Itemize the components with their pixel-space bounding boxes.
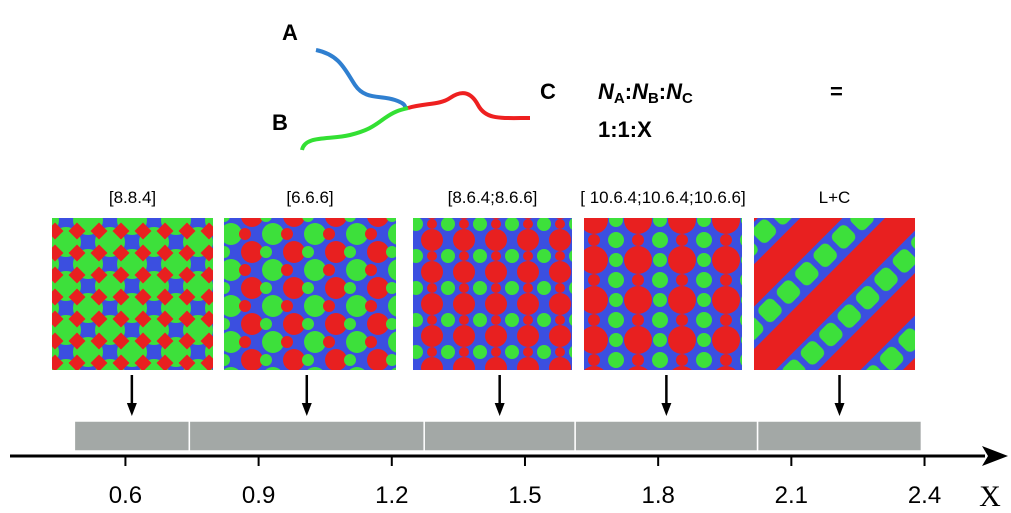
block-a xyxy=(315,48,409,110)
label-a: A xyxy=(282,20,298,45)
x-tick-label: 2.1 xyxy=(775,482,808,509)
x-tick-label: 0.6 xyxy=(109,482,142,509)
x-tick-label: 1.8 xyxy=(641,482,674,509)
axis-arrow xyxy=(982,446,1008,466)
equals: = xyxy=(830,79,843,104)
sym: N xyxy=(666,79,683,104)
composition: 1:1:X xyxy=(598,117,652,142)
arrow-head xyxy=(126,403,137,416)
morphology-panel xyxy=(224,218,396,370)
sep: : xyxy=(625,79,632,104)
label-b: B xyxy=(272,110,288,135)
arrow-head xyxy=(494,403,505,416)
morphology-panel xyxy=(413,218,572,370)
block-c xyxy=(407,91,531,121)
panel-label: [ 10.6.4;10.6.4;10.6.6] xyxy=(580,188,745,207)
arrow-head xyxy=(661,403,672,416)
panel-label: [8.6.4;8.6.6] xyxy=(448,188,538,207)
sub: A xyxy=(614,90,625,107)
x-tick-label: 2.4 xyxy=(908,482,941,509)
morphology-panel xyxy=(754,218,915,370)
x-tick-label: 1.5 xyxy=(508,482,541,509)
ratio-formula: NA:NB:NC xyxy=(598,79,693,107)
phase-range xyxy=(756,420,923,452)
block-b xyxy=(300,106,409,151)
label-c: C xyxy=(540,79,556,104)
morphology-panel xyxy=(52,218,213,370)
sym: N xyxy=(632,79,649,104)
phase-range xyxy=(423,420,576,452)
sub: B xyxy=(648,90,659,107)
axis-label: X xyxy=(979,480,1001,513)
phase-range xyxy=(574,420,759,452)
morphology-panel xyxy=(584,218,742,370)
panel-label: L+C xyxy=(819,188,851,207)
arrow-head xyxy=(834,403,845,416)
panel-label: [8.8.4] xyxy=(109,188,156,207)
molecule: A B C xyxy=(272,20,556,151)
x-tick-label: 1.2 xyxy=(375,482,408,509)
sub: C xyxy=(682,90,693,107)
panel-label: [6.6.6] xyxy=(286,188,333,207)
x-tick-label: 0.9 xyxy=(242,482,275,509)
phase-range xyxy=(73,420,191,452)
phase-range xyxy=(188,420,425,452)
arrow-head xyxy=(301,403,312,416)
sym: N xyxy=(598,79,615,104)
sep: : xyxy=(659,79,666,104)
